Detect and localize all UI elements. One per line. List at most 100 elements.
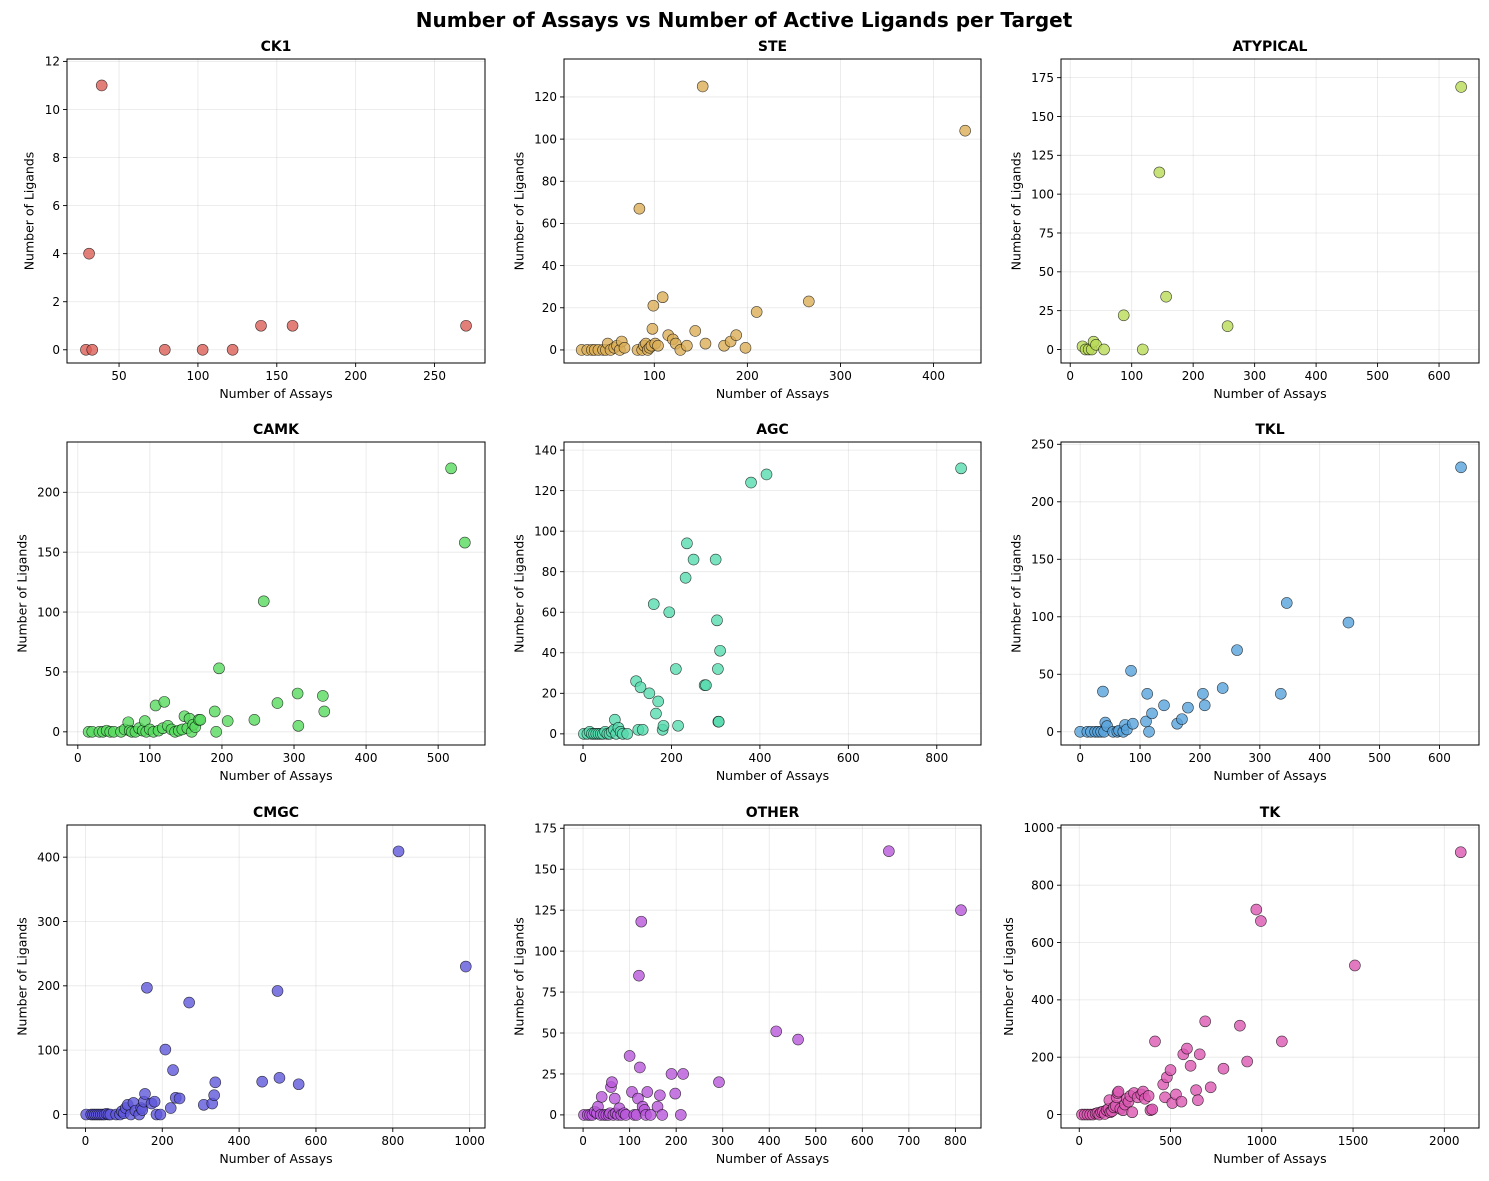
y-tick-label: 120 xyxy=(534,484,557,498)
data-point xyxy=(1126,1106,1138,1119)
data-point xyxy=(621,728,634,740)
data-point xyxy=(770,1025,783,1038)
data-point xyxy=(647,598,660,610)
y-axis-label: Number of Ligands xyxy=(14,917,29,1036)
panel-tkl: 0 100 200 300 400 500 600 0 50 100 150 200 250 TKL Num… xyxy=(1008,422,1480,783)
x-tick-label: 100 xyxy=(1129,751,1152,765)
y-tick-label: 0 xyxy=(52,343,60,357)
y-axis-label: Number of Ligands xyxy=(511,917,526,1036)
grid-lines xyxy=(67,825,485,1128)
data-point xyxy=(194,714,207,726)
data-point xyxy=(1342,616,1355,629)
data-point xyxy=(712,715,725,728)
data-point xyxy=(1216,682,1229,694)
data-point xyxy=(1231,644,1243,656)
y-tick-label: 150 xyxy=(1031,110,1054,124)
x-tick-label: 200 xyxy=(210,751,233,765)
x-tick-label: 300 xyxy=(283,751,306,765)
data-point xyxy=(159,1043,172,1056)
data-point xyxy=(663,606,676,619)
data-point xyxy=(803,295,815,308)
data-point xyxy=(955,462,967,475)
x-tick-label: 600 xyxy=(837,751,860,765)
y-axis-label: Number of Ligands xyxy=(1008,152,1023,271)
data-point xyxy=(1158,699,1170,712)
data-point xyxy=(1198,699,1211,712)
data-point xyxy=(1234,1019,1246,1032)
series-points xyxy=(1076,81,1467,356)
data-point xyxy=(646,323,659,335)
series-points xyxy=(82,462,471,738)
x-tick-label: 400 xyxy=(1308,751,1331,765)
x-tick-label: 0 xyxy=(1066,369,1074,383)
data-point xyxy=(1175,1095,1188,1108)
x-tick-label: 200 xyxy=(344,369,367,383)
y-tick-label: 0 xyxy=(549,343,557,357)
data-point xyxy=(656,1109,668,1121)
y-tick-label: 100 xyxy=(534,524,557,538)
x-tick-label: 2000 xyxy=(1429,1134,1460,1148)
y-axis-label: Number of Ligands xyxy=(511,534,526,653)
axes-frame xyxy=(1060,58,1480,364)
y-tick-label: 40 xyxy=(542,259,557,273)
data-point xyxy=(711,614,723,627)
data-point xyxy=(271,697,284,709)
data-point xyxy=(883,845,895,858)
data-point xyxy=(158,696,171,708)
data-point xyxy=(635,915,648,928)
y-tick-label: 400 xyxy=(1031,993,1054,1007)
panel-cmgc: 0 200 400 600 800 1000 0 100 200 300 400 CMGC Number… xyxy=(14,805,486,1166)
data-point xyxy=(255,319,267,332)
data-point xyxy=(248,714,261,726)
y-axis: 0 50 100 150 200 250 xyxy=(1031,438,1061,739)
data-point xyxy=(681,537,693,550)
y-tick-label: 150 xyxy=(1031,553,1054,567)
data-point xyxy=(1276,1035,1288,1048)
data-point xyxy=(139,1088,151,1100)
data-point xyxy=(1146,707,1158,720)
data-point xyxy=(445,462,457,475)
data-point xyxy=(670,663,682,675)
x-tick-label: 500 xyxy=(1366,369,1389,383)
y-axis: 0 50 100 150 200 xyxy=(37,486,67,739)
series-points xyxy=(578,845,967,1121)
x-tick-label: 200 xyxy=(665,1134,688,1148)
x-axis-label: Number of Assays xyxy=(219,1151,332,1166)
data-point xyxy=(745,476,757,489)
y-tick-label: 100 xyxy=(534,132,557,146)
y-axis: 0 200 400 600 800 1000 xyxy=(1023,821,1061,1122)
x-axis: 0 100 200 300 400 500 600 700 800 xyxy=(579,1128,967,1148)
y-tick-label: 25 xyxy=(542,1067,557,1081)
x-axis: 0 100 200 300 400 500 600 xyxy=(1076,745,1451,765)
data-point xyxy=(681,339,693,352)
x-tick-label: 100 xyxy=(138,751,161,765)
x-tick-label: 200 xyxy=(736,369,759,383)
data-point xyxy=(652,339,664,352)
x-tick-label: 1000 xyxy=(1247,1134,1278,1148)
x-tick-label: 700 xyxy=(897,1134,920,1148)
y-tick-label: 150 xyxy=(534,863,557,877)
data-point xyxy=(291,687,304,700)
data-point xyxy=(1193,1048,1206,1061)
data-point xyxy=(709,553,722,566)
data-point xyxy=(650,707,662,720)
data-point xyxy=(739,342,752,354)
x-tick-label: 300 xyxy=(829,369,852,383)
x-tick-label: 800 xyxy=(381,1134,404,1148)
y-tick-label: 300 xyxy=(37,915,60,929)
panel-title: STE xyxy=(758,39,787,55)
data-point xyxy=(286,319,299,332)
x-tick-label: 400 xyxy=(748,751,771,765)
y-axis: 0 2 4 6 8 10 12 xyxy=(45,55,67,357)
x-tick-label: 400 xyxy=(1305,369,1328,383)
data-point xyxy=(730,329,742,341)
x-tick-label: 300 xyxy=(1243,369,1266,383)
x-axis: 0 100 200 300 400 500 600 xyxy=(1066,363,1450,383)
data-point xyxy=(210,726,222,738)
y-tick-label: 10 xyxy=(45,103,60,117)
data-point xyxy=(1149,1035,1161,1048)
grid-lines xyxy=(564,825,981,1128)
data-point xyxy=(644,1109,657,1121)
x-axis-label: Number of Assays xyxy=(1213,1151,1326,1166)
